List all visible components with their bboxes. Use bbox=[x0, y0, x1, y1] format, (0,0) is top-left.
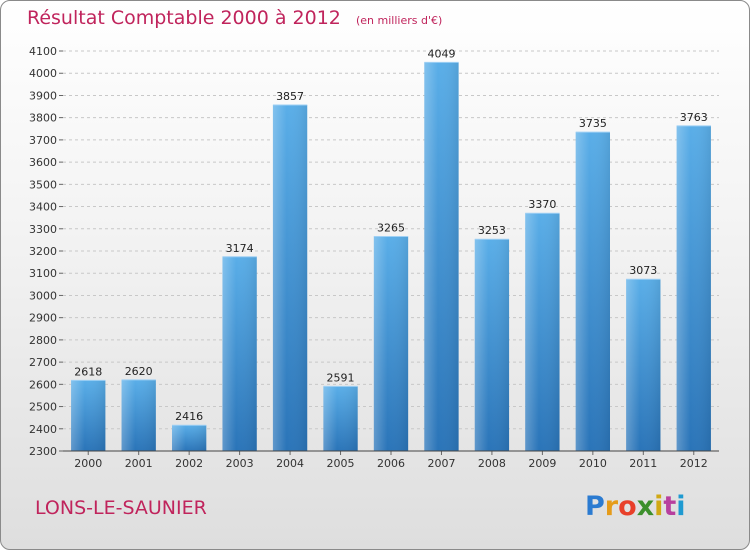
y-tick-label: 3200 bbox=[29, 245, 57, 258]
y-tick-label: 2900 bbox=[29, 312, 57, 325]
bar-shade bbox=[424, 62, 459, 451]
data-label: 4049 bbox=[427, 47, 455, 60]
y-tick-label: 2500 bbox=[29, 401, 57, 414]
bar-shade bbox=[676, 125, 711, 451]
x-tick-label: 2000 bbox=[74, 457, 102, 470]
bar-shade bbox=[222, 256, 257, 451]
bar-shade bbox=[323, 386, 358, 451]
y-tick-label: 4100 bbox=[29, 45, 57, 58]
x-tick-label: 2007 bbox=[427, 457, 455, 470]
data-label: 3370 bbox=[528, 198, 556, 211]
logo-letter: x bbox=[636, 491, 655, 522]
x-tick-label: 2009 bbox=[528, 457, 556, 470]
x-tick-label: 2003 bbox=[226, 457, 254, 470]
data-label: 3857 bbox=[276, 90, 304, 103]
data-label: 3735 bbox=[579, 117, 607, 130]
data-label: 2591 bbox=[327, 371, 355, 384]
data-label: 2618 bbox=[74, 365, 102, 378]
bar-shade bbox=[272, 105, 308, 451]
chart-title: Résultat Comptable 2000 à 2012 bbox=[27, 7, 341, 29]
data-label: 3253 bbox=[478, 224, 506, 237]
y-tick-label: 2600 bbox=[29, 378, 57, 391]
logo-letter: i bbox=[676, 491, 686, 522]
bar-shade bbox=[575, 132, 611, 451]
y-tick-label: 3600 bbox=[29, 156, 57, 169]
data-label: 3265 bbox=[377, 222, 405, 235]
city-name: LONS-LE-SAUNIER bbox=[35, 497, 207, 519]
title-block: Résultat Comptable 2000 à 2012 (en milli… bbox=[27, 7, 442, 29]
y-tick-label: 3800 bbox=[29, 112, 57, 125]
x-tick-label: 2002 bbox=[175, 457, 203, 470]
data-label: 3073 bbox=[629, 264, 657, 277]
x-tick-label: 2005 bbox=[327, 457, 355, 470]
x-axis-ticks: 2000 2001 2002 2003 2004 2005 2006 2007 2008 2009… bbox=[74, 451, 708, 470]
y-axis-ticks: 2300 2400 2500 2600 2700 2800 2900 3000 3100 3200… bbox=[29, 45, 63, 458]
bars bbox=[71, 61, 711, 451]
data-label: 2416 bbox=[175, 410, 203, 423]
y-tick-label: 3900 bbox=[29, 89, 57, 102]
x-tick-label: 2006 bbox=[377, 457, 405, 470]
logo-letter: r bbox=[604, 491, 619, 522]
y-tick-label: 2400 bbox=[29, 423, 57, 436]
y-tick-label: 3000 bbox=[29, 289, 57, 302]
data-label: 3763 bbox=[680, 111, 708, 124]
y-tick-label: 2300 bbox=[29, 445, 57, 458]
proxiti-logo: Proxiti bbox=[585, 491, 686, 522]
chart-subtitle: (en milliers d'€) bbox=[355, 14, 443, 27]
x-tick-label: 2011 bbox=[629, 457, 657, 470]
x-tick-label: 2012 bbox=[680, 457, 708, 470]
bar-shade bbox=[373, 236, 409, 451]
logo-letter: i bbox=[654, 491, 664, 522]
logo-letter: P bbox=[585, 491, 605, 522]
y-tick-label: 3300 bbox=[29, 223, 57, 236]
bar-shade bbox=[474, 239, 510, 451]
bar-shade bbox=[71, 380, 106, 451]
y-tick-label: 3700 bbox=[29, 134, 57, 147]
bar-shade bbox=[121, 379, 156, 451]
x-tick-label: 2001 bbox=[125, 457, 153, 470]
y-tick-label: 3500 bbox=[29, 178, 57, 191]
y-tick-label: 3400 bbox=[29, 201, 57, 214]
bar-shade bbox=[171, 425, 207, 451]
data-labels: 2618 2620 2416 3174 3857 2591 3265 4049 3253 3370… bbox=[74, 47, 708, 423]
x-tick-label: 2004 bbox=[276, 457, 304, 470]
bar-shade bbox=[626, 279, 661, 451]
x-tick-label: 2010 bbox=[579, 457, 607, 470]
logo-letter: o bbox=[618, 491, 637, 522]
data-label: 2620 bbox=[125, 365, 153, 378]
y-tick-label: 3100 bbox=[29, 267, 57, 280]
bar-shade bbox=[525, 213, 560, 451]
y-tick-label: 2700 bbox=[29, 356, 57, 369]
data-label: 3174 bbox=[226, 242, 254, 255]
y-tick-label: 4000 bbox=[29, 67, 57, 80]
x-tick-label: 2008 bbox=[478, 457, 506, 470]
logo-letter: t bbox=[663, 491, 677, 522]
y-tick-label: 2800 bbox=[29, 334, 57, 347]
